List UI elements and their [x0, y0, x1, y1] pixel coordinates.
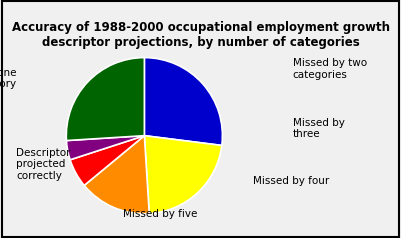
Text: Descriptor
projected
correctly: Descriptor projected correctly — [16, 148, 71, 181]
Wedge shape — [144, 136, 222, 213]
Text: Missed by two
categories: Missed by two categories — [293, 58, 367, 80]
Wedge shape — [70, 136, 144, 185]
Wedge shape — [67, 136, 144, 160]
Text: Missed by one
category: Missed by one category — [0, 68, 16, 89]
Wedge shape — [84, 136, 149, 214]
Text: Missed by four: Missed by four — [253, 176, 329, 186]
Wedge shape — [66, 58, 144, 141]
Text: Accuracy of 1988-2000 occupational employment growth
descriptor projections, by : Accuracy of 1988-2000 occupational emplo… — [12, 21, 389, 50]
Text: Missed by five: Missed by five — [123, 209, 198, 219]
Text: Missed by
three: Missed by three — [293, 118, 344, 139]
Wedge shape — [144, 58, 223, 145]
